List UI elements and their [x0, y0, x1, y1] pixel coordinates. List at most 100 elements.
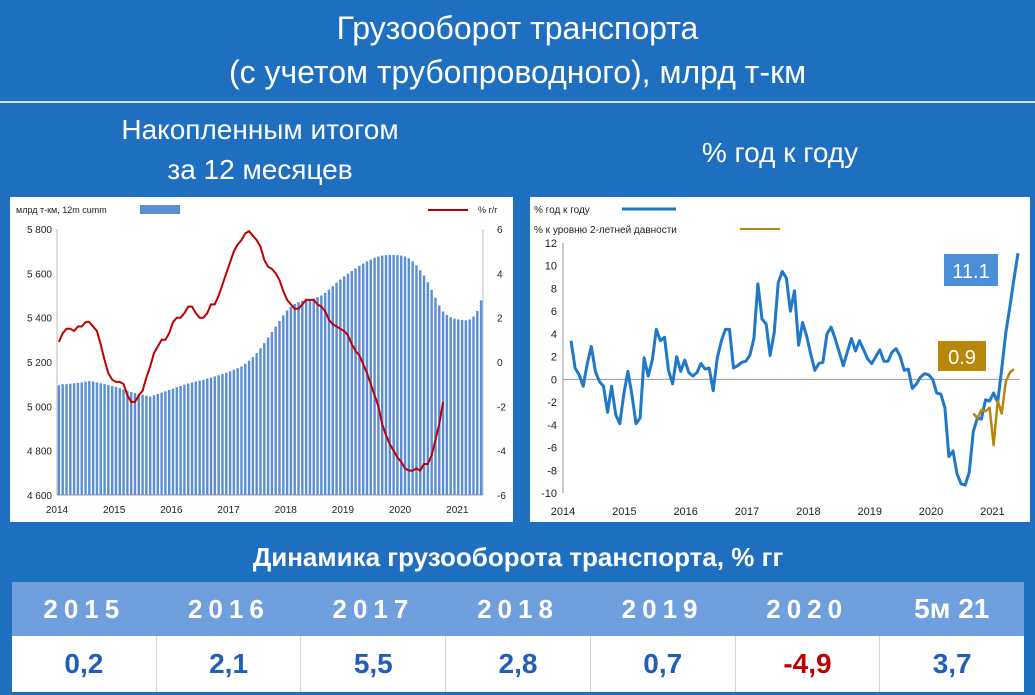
volume-bar: [468, 319, 471, 495]
volume-bar: [72, 383, 76, 495]
y-tick-label: 2: [551, 352, 557, 364]
volume-bar: [141, 394, 144, 495]
volume-bar: [354, 268, 357, 495]
table-header-row: 2015 2016 2017 2018 2019 2020 5м 21: [12, 582, 1024, 636]
x-tick-label: 2014: [551, 506, 575, 518]
value-cell: 0,7: [589, 636, 735, 692]
volume-bar: [464, 320, 468, 495]
volume-bar: [373, 257, 376, 495]
value-cell: 3,7: [879, 636, 1024, 692]
volume-bar: [438, 305, 441, 495]
volume-bar: [479, 300, 483, 495]
annotation-box: [944, 254, 998, 286]
volume-bar: [430, 289, 433, 495]
volume-bar: [304, 299, 308, 495]
volume-bar: [323, 292, 327, 495]
right-subtitle: % год к году: [701, 137, 859, 168]
volume-bar: [76, 382, 80, 495]
left-subtitle: Накопленным итогом за 12 месяцев: [30, 110, 490, 190]
y-tick-label: 6: [551, 306, 557, 318]
volume-bar: [297, 302, 300, 495]
volume-bar: [190, 382, 194, 495]
yoy-line: [57, 229, 445, 472]
x-tick-label: 2021: [980, 506, 1004, 518]
accumulated-freight-chart: 5 800 5 600 5 400 5 200 5 000 4 800 4 600 6 4 2 0 -…: [16, 205, 506, 516]
volume-bar: [167, 389, 171, 495]
volume-bar: [350, 271, 353, 495]
volume-bar: [213, 376, 217, 495]
year-cell: 5м 21: [914, 593, 990, 624]
legend-line-label: % г/г: [478, 205, 498, 215]
two-year-line: [972, 368, 1015, 447]
year-cell: 2016: [187, 594, 270, 624]
volume-bar: [312, 298, 315, 495]
volume-bar: [118, 388, 121, 495]
left-subtitle-line-1: Накопленным итогом: [121, 114, 399, 145]
y-left-tick-label: 5 600: [27, 269, 52, 280]
volume-bar: [377, 256, 380, 495]
y-left-tick-label: 4 600: [27, 491, 52, 502]
volume-bar: [247, 360, 251, 495]
volume-bar: [259, 348, 262, 495]
volume-bar: [266, 337, 270, 495]
dynamics-table: Динамика грузооборота транспорта, % гг 2…: [12, 532, 1024, 692]
table-values-row: 0,2 2,1 5,5 2,8 0,7 -4,9 3,7: [12, 636, 1024, 692]
volume-bar: [301, 300, 304, 495]
y-right-tick-label: 6: [497, 225, 503, 236]
volume-bar: [183, 384, 186, 495]
volume-bar: [225, 372, 228, 495]
annotation-label: 0.9: [948, 347, 976, 369]
y-left-tick-label: 5 400: [27, 314, 52, 325]
volume-bar: [278, 320, 281, 495]
volume-bar: [335, 282, 338, 495]
volume-bar: [453, 318, 456, 495]
volume-bar: [342, 276, 346, 495]
volume-bar: [148, 396, 152, 495]
volume-bar: [419, 270, 422, 495]
volume-bar: [164, 391, 167, 495]
volume-bar: [285, 310, 289, 495]
value-cell: 0,2: [64, 648, 104, 679]
y-left-tick-label: 4 800: [27, 447, 52, 458]
volume-bar: [137, 393, 140, 495]
legend-bars-swatch: [140, 205, 180, 214]
volume-bar: [255, 353, 258, 495]
y-tick-label: -8: [547, 465, 557, 477]
volume-bar: [270, 332, 274, 495]
y-right-tick-label: -2: [497, 402, 506, 413]
x-tick-label: 2019: [857, 506, 881, 518]
year-cell: 2015: [43, 594, 126, 624]
x-tick-label: 2015: [103, 505, 126, 516]
volume-bar: [244, 363, 247, 495]
volume-bar: [160, 392, 163, 495]
x-tick-label: 2018: [275, 505, 298, 516]
left-subtitle-line-2: за 12 месяцев: [167, 154, 353, 185]
volume-bar: [476, 311, 479, 495]
volume-bar: [133, 393, 137, 495]
volume-bar: [171, 388, 175, 495]
volume-bar: [403, 256, 407, 495]
value-cell: 5,5: [300, 636, 445, 692]
volume-bar: [179, 385, 182, 495]
volume-bar: [236, 368, 239, 495]
volume-bar: [65, 384, 68, 495]
year-cell: 2019: [621, 594, 704, 624]
volume-bar: [358, 265, 361, 495]
volume-bar: [361, 263, 365, 495]
volume-bar: [91, 381, 95, 495]
y-right-tick-label: 4: [497, 269, 503, 280]
volume-bar: [57, 385, 61, 495]
volume-bar: [152, 395, 156, 495]
volume-bar: [175, 387, 179, 495]
y-left-tick-label: 5 000: [27, 402, 52, 413]
volume-bar: [103, 384, 106, 495]
volume-bar: [217, 375, 220, 495]
x-tick-label: 2015: [612, 506, 636, 518]
x-tick-label: 2014: [46, 505, 69, 516]
volume-bar: [293, 303, 296, 495]
volume-bar: [388, 254, 392, 495]
x-tick-label: 2016: [160, 505, 183, 516]
volume-bar: [327, 289, 331, 495]
volume-bar: [320, 295, 323, 495]
